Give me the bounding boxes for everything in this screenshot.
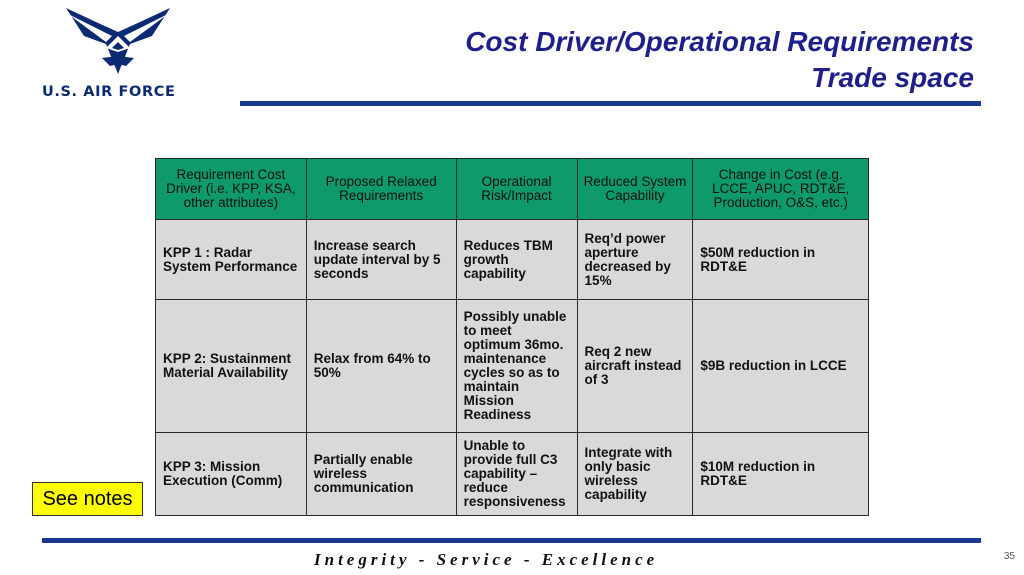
- table-cell: $9B reduction in LCCE: [692, 299, 869, 433]
- header-cell: Requirement Cost Driver (i.e. KPP, KSA, …: [155, 158, 307, 220]
- table-row: KPP 3: Mission Execution (Comm) Partiall…: [155, 432, 869, 516]
- table-row: KPP 2: Sustainment Material Availability…: [155, 299, 869, 433]
- table-cell: Integrate with only basic wireless capab…: [576, 432, 694, 516]
- table-cell: Unable to provide full C3 capability – r…: [455, 432, 578, 516]
- table-cell: Possibly unable to meet optimum 36mo. ma…: [455, 299, 578, 433]
- footer-rule: [42, 538, 981, 543]
- see-notes-button[interactable]: See notes: [32, 482, 143, 516]
- table-cell: $10M reduction in RDT&E: [692, 432, 869, 516]
- slide-title: Cost Driver/Operational Requirements Tra…: [465, 24, 974, 96]
- header-cell: Change in Cost (e.g. LCCE, APUC, RDT&E, …: [692, 158, 869, 220]
- table-cell: Increase search update interval by 5 sec…: [305, 219, 457, 300]
- table-cell: Relax from 64% to 50%: [305, 299, 457, 433]
- header-cell: Reduced System Capability: [576, 158, 694, 220]
- table-cell: Req’d power aperture decreased by 15%: [576, 219, 694, 300]
- table-cell: Req 2 new aircraft instead of 3: [576, 299, 694, 433]
- page-number: 35: [1003, 551, 1015, 562]
- table-cell: KPP 3: Mission Execution (Comm): [155, 432, 307, 516]
- title-line-1: Cost Driver/Operational Requirements: [465, 26, 974, 57]
- air-force-wings-icon: [66, 8, 170, 74]
- header-cell: Proposed Relaxed Requirements: [305, 158, 457, 220]
- title-line-2: Trade space: [811, 62, 974, 93]
- table-cell: KPP 1 : Radar System Performance: [155, 219, 307, 300]
- table-row: KPP 1 : Radar System Performance Increas…: [155, 219, 869, 300]
- table-cell: KPP 2: Sustainment Material Availability: [155, 299, 307, 433]
- header-cell: Operational Risk/Impact: [455, 158, 578, 220]
- table-cell: $50M reduction in RDT&E: [692, 219, 869, 300]
- table-header-row: Requirement Cost Driver (i.e. KPP, KSA, …: [155, 158, 869, 220]
- table-cell: Partially enable wireless communication: [305, 432, 457, 516]
- logo-text: U.S. AIR FORCE: [42, 84, 176, 100]
- footer-motto: Integrity - Service - Excellence: [314, 550, 659, 569]
- air-force-logo: U.S. AIR FORCE: [42, 8, 198, 100]
- table-cell: Reduces TBM growth capability: [455, 219, 578, 300]
- header-rule: [240, 101, 981, 106]
- trade-space-table: Requirement Cost Driver (i.e. KPP, KSA, …: [155, 158, 869, 516]
